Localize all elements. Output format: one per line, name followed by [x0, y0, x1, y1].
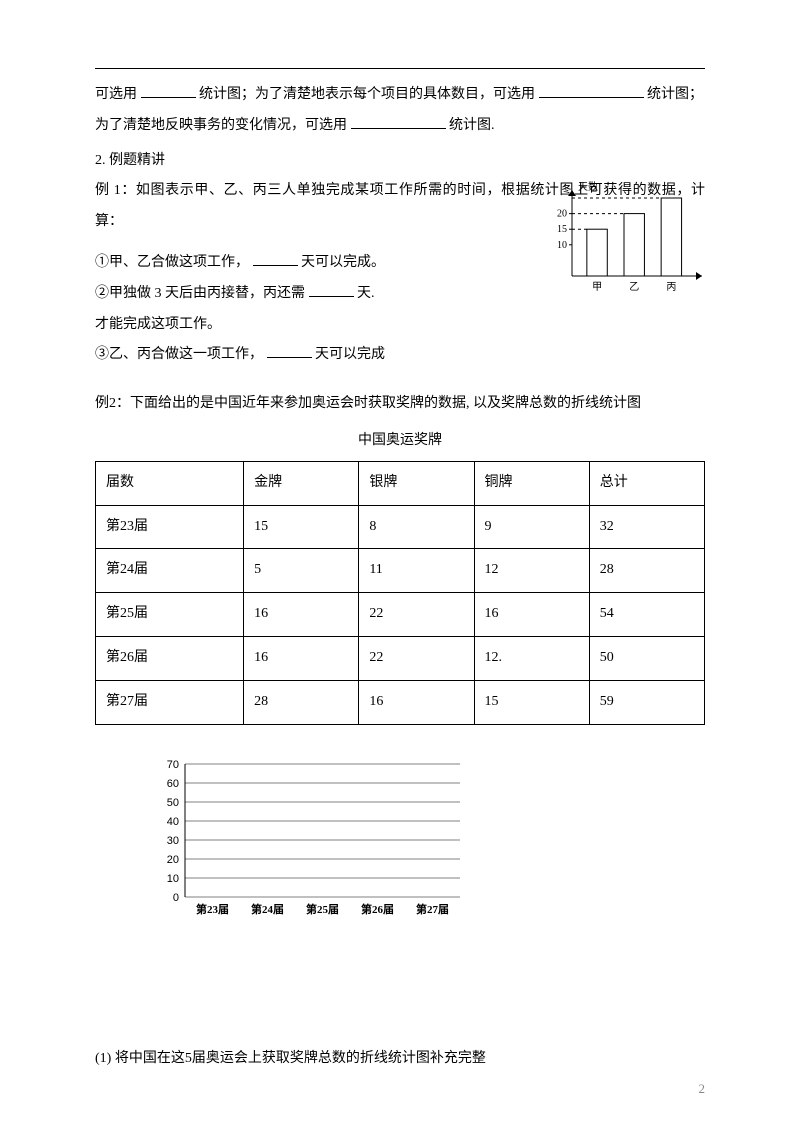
svg-text:乙: 乙	[629, 281, 639, 293]
table-row: 第27届28161559	[96, 680, 705, 724]
ex2-lead: 例2：下面给出的是中国近年来参加奥运会时获取奖牌的数据, 以及奖牌总数的折线统计…	[95, 389, 705, 420]
example-1: 例 1：如图表示甲、乙、丙三人单独完成某项工作所需的时间，根据统计图上可获得的数…	[95, 176, 705, 371]
table-cell: 9	[474, 505, 589, 549]
table-cell: 5	[244, 549, 359, 593]
table-header: 届数	[96, 461, 244, 505]
intro-1c: 统计图；	[647, 87, 703, 102]
table-cell: 32	[589, 505, 704, 549]
table-row: 第26届162212.50	[96, 636, 705, 680]
svg-text:15: 15	[557, 225, 567, 236]
table-cell: 12.	[474, 636, 589, 680]
table-header: 总计	[589, 461, 704, 505]
svg-text:60: 60	[167, 778, 179, 790]
svg-text:30: 30	[167, 835, 179, 847]
question-1: (1) 将中国在这5届奥运会上获取奖牌总数的折线统计图补充完整	[95, 1044, 705, 1075]
svg-text:50: 50	[167, 797, 179, 809]
table-cell: 15	[474, 680, 589, 724]
page-number: 2	[699, 1075, 706, 1104]
intro-para: 可选用 统计图；为了清楚地表示每个项目的具体数目，可选用 统计图； 为了清楚地反…	[95, 80, 705, 142]
ex1-q3b: 天可以完成	[315, 347, 385, 362]
table-cell: 16	[474, 593, 589, 637]
table-cell: 第25届	[96, 593, 244, 637]
ex1-q2c: 才能完成这项工作。	[95, 310, 705, 341]
table-cell: 11	[359, 549, 474, 593]
top-rule	[95, 68, 705, 69]
table-cell: 54	[589, 593, 704, 637]
table-cell: 12	[474, 549, 589, 593]
intro-1a: 可选用	[95, 87, 137, 102]
table-cell: 28	[244, 680, 359, 724]
table-cell: 第24届	[96, 549, 244, 593]
ex1-blank1	[253, 252, 298, 266]
table-cell: 第23届	[96, 505, 244, 549]
ex1-q2b: 天.	[357, 286, 375, 301]
bar-chart: 天数 10 15 20 甲 乙 丙	[540, 176, 715, 301]
line-chart: 0 10 20 30 40 50 60 70 第23届 第24届 第25届 第26届 第27届	[155, 747, 475, 922]
table-row: 第25届16221654	[96, 593, 705, 637]
table-cell: 50	[589, 636, 704, 680]
svg-text:第27届: 第27届	[416, 902, 449, 916]
svg-text:第26届: 第26届	[361, 902, 394, 916]
table-cell: 8	[359, 505, 474, 549]
table-cell: 15	[244, 505, 359, 549]
svg-text:40: 40	[167, 816, 179, 828]
svg-text:天数: 天数	[578, 180, 598, 193]
spacer	[95, 934, 705, 1044]
svg-text:10: 10	[557, 240, 567, 251]
svg-text:甲: 甲	[592, 282, 602, 293]
svg-text:第25届: 第25届	[306, 902, 339, 916]
ex1-q3: ③乙、丙合做这一项工作， 天可以完成	[95, 340, 705, 371]
intro-2b: 统计图.	[449, 118, 495, 133]
table-cell: 第26届	[96, 636, 244, 680]
ex1-q1a: ①甲、乙合做这项工作，	[95, 255, 249, 270]
table-cell: 59	[589, 680, 704, 724]
svg-text:第24届: 第24届	[251, 902, 284, 916]
blank-1	[141, 84, 196, 98]
svg-text:第23届: 第23届	[196, 902, 229, 916]
table-cell: 第27届	[96, 680, 244, 724]
svg-text:0: 0	[173, 892, 179, 904]
table-cell: 22	[359, 636, 474, 680]
svg-text:20: 20	[167, 854, 179, 866]
table-header: 金牌	[244, 461, 359, 505]
table-header: 银牌	[359, 461, 474, 505]
spacer	[95, 371, 705, 389]
table-cell: 28	[589, 549, 704, 593]
svg-text:丙: 丙	[666, 282, 676, 293]
table-header: 铜牌	[474, 461, 589, 505]
table-cell: 22	[359, 593, 474, 637]
table-cell: 16	[244, 636, 359, 680]
ex1-blank3	[267, 344, 312, 358]
ex1-q2a: ②甲独做 3 天后由丙接替，丙还需	[95, 286, 305, 301]
intro-2a: 为了清楚地反映事务的变化情况，可选用	[95, 118, 347, 133]
ex1-q3a: ③乙、丙合做这一项工作，	[95, 347, 263, 362]
line-chart-wrap: 0 10 20 30 40 50 60 70 第23届 第24届 第25届 第26届 第27届	[155, 747, 705, 935]
medals-table: 届数金牌银牌铜牌总计 第23届158932第24届5111228第25届1622…	[95, 461, 705, 725]
table-row: 第23届158932	[96, 505, 705, 549]
ex1-blank2	[309, 283, 354, 297]
table-row: 第24届5111228	[96, 549, 705, 593]
svg-text:10: 10	[167, 873, 179, 885]
svg-text:70: 70	[167, 759, 179, 771]
blank-2	[539, 84, 644, 98]
table-cell: 16	[359, 680, 474, 724]
section-2-head: 2. 例题精讲	[95, 146, 705, 177]
blank-3	[351, 115, 446, 129]
svg-text:20: 20	[557, 209, 567, 220]
ex1-q1b: 天可以完成。	[301, 255, 385, 270]
table-cell: 16	[244, 593, 359, 637]
intro-1b: 统计图；为了清楚地表示每个项目的具体数目，可选用	[199, 87, 535, 102]
table-title: 中国奥运奖牌	[95, 426, 705, 457]
